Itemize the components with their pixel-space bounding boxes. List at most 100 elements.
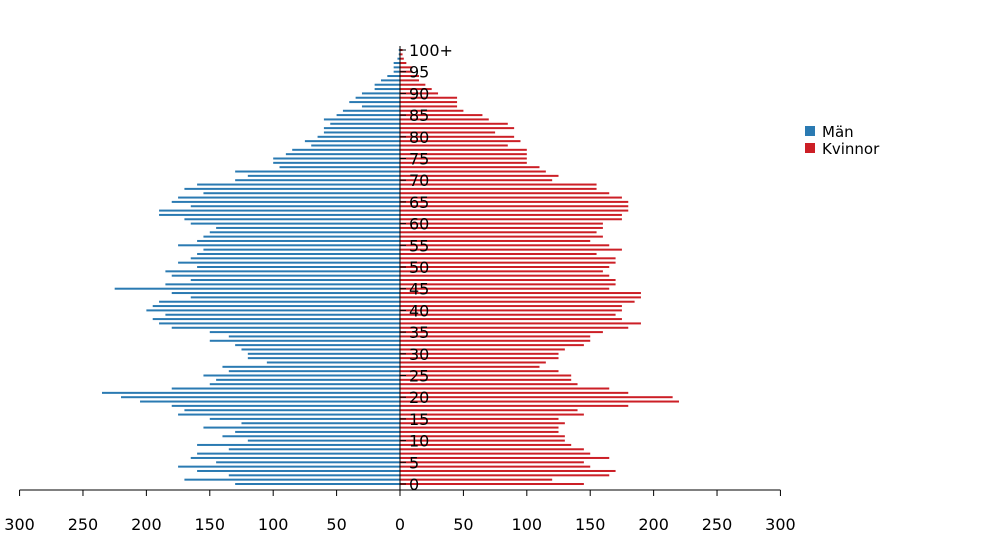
bar-women-age-3 (400, 469, 616, 472)
bar-men-age-19 (140, 400, 400, 403)
bar-men-age-71 (247, 174, 400, 177)
bar-women-age-89 (400, 96, 458, 99)
age-label-15: 15 (409, 410, 429, 429)
bar-women-age-46 (400, 283, 616, 286)
bar-men-age-3 (197, 469, 400, 472)
bar-men-age-38 (152, 318, 400, 321)
bar-men-age-98 (397, 57, 400, 60)
bar-men-age-88 (349, 101, 400, 104)
bar-women-age-37 (400, 322, 641, 325)
bar-women-age-24 (400, 378, 572, 381)
x-tick-label--100: 100 (258, 515, 289, 534)
bar-women-age-53 (400, 252, 597, 255)
bar-men-age-21 (101, 391, 401, 394)
bar-men-age-9 (197, 443, 400, 446)
bar-men-age-72 (235, 170, 400, 173)
bar-men-age-60 (190, 222, 400, 225)
bar-women-age-45 (400, 287, 610, 290)
x-tick-label--200: 200 (131, 515, 162, 534)
bar-women-age-12 (400, 430, 559, 433)
age-labels: 0 5 10 15 20 25 30 35 40 45 50 55 60 65 70 75 80 85 90 95 10… (400, 41, 453, 494)
bar-men-age-32 (235, 344, 400, 347)
bar-men-age-10 (247, 439, 400, 442)
bar-men-age-45 (114, 287, 400, 290)
bar-men-age-94 (387, 75, 400, 78)
bar-women-age-59 (400, 226, 603, 229)
bar-women-age-7 (400, 452, 591, 455)
bar-men-age-69 (197, 183, 400, 186)
bar-women-age-91 (400, 88, 432, 91)
bar-men-age-23 (209, 383, 400, 386)
bar-women-age-63 (400, 209, 629, 212)
age-label-10: 10 (409, 432, 429, 451)
bar-women-age-17 (400, 409, 578, 412)
bar-men-age-95 (393, 70, 400, 73)
bar-women-age-41 (400, 305, 622, 308)
bar-men-age-52 (190, 257, 400, 260)
bar-women-age-73 (400, 166, 540, 169)
bar-women-age-19 (400, 400, 679, 403)
bar-men-age-24 (216, 378, 400, 381)
bar-women-age-30 (400, 352, 559, 355)
bar-men-age-36 (171, 326, 400, 329)
bar-women-age-36 (400, 326, 629, 329)
bar-men-age-63 (159, 209, 400, 212)
bar-men-age-11 (222, 435, 400, 438)
bars-layer (101, 49, 679, 485)
bar-women-age-9 (400, 443, 572, 446)
bar-women-age-33 (400, 339, 591, 342)
bar-women-age-82 (400, 127, 515, 130)
bar-women-age-64 (400, 205, 629, 208)
bar-women-age-94 (400, 75, 420, 78)
x-tick-label-300: 300 (765, 515, 796, 534)
bar-women-age-16 (400, 413, 584, 416)
bar-men-age-41 (152, 305, 400, 308)
bar-women-age-34 (400, 335, 591, 338)
legend-swatch-women (805, 143, 815, 153)
bar-men-age-91 (374, 88, 400, 91)
bar-men-age-29 (247, 357, 400, 360)
bar-women-age-38 (400, 318, 622, 321)
bar-women-age-92 (400, 83, 426, 86)
bar-men-age-27 (222, 365, 400, 368)
bar-men-age-18 (171, 404, 400, 407)
bar-men-age-49 (165, 270, 400, 273)
bar-men-age-30 (247, 352, 400, 355)
bar-women-age-56 (400, 239, 591, 242)
bar-women-age-93 (400, 79, 420, 82)
x-tick-label--250: 250 (68, 515, 99, 534)
bar-men-age-75 (273, 157, 400, 160)
bar-men-age-67 (203, 192, 400, 195)
bar-men-age-35 (209, 331, 400, 334)
bar-women-age-76 (400, 153, 527, 156)
legend-swatch-men (805, 126, 815, 136)
bar-women-age-42 (400, 300, 635, 303)
age-label-90: 90 (409, 84, 429, 103)
bar-women-age-13 (400, 426, 559, 429)
bar-women-age-52 (400, 257, 616, 260)
bar-men-age-57 (203, 235, 400, 238)
bar-women-age-15 (400, 417, 559, 420)
bar-men-age-64 (190, 205, 400, 208)
bar-men-age-46 (165, 283, 400, 286)
bar-men-age-76 (285, 153, 400, 156)
bar-women-age-40 (400, 309, 622, 312)
bar-women-age-79 (400, 140, 521, 143)
bar-men-age-89 (355, 96, 400, 99)
legend-item-men: Män (805, 123, 854, 141)
bar-men-age-28 (266, 361, 400, 364)
age-label-60: 60 (409, 215, 429, 234)
bar-women-age-11 (400, 435, 565, 438)
bar-women-age-44 (400, 292, 641, 295)
bar-men-age-5 (216, 461, 400, 464)
bar-men-age-51 (178, 261, 400, 264)
bar-men-age-6 (190, 456, 400, 459)
bar-men-age-99 (398, 53, 400, 56)
bar-men-age-86 (342, 109, 400, 112)
bar-women-age-87 (400, 105, 458, 108)
bar-men-age-13 (203, 426, 400, 429)
bar-men-age-2 (228, 474, 400, 477)
age-label-20: 20 (409, 388, 429, 407)
bar-men-age-65 (171, 200, 400, 203)
